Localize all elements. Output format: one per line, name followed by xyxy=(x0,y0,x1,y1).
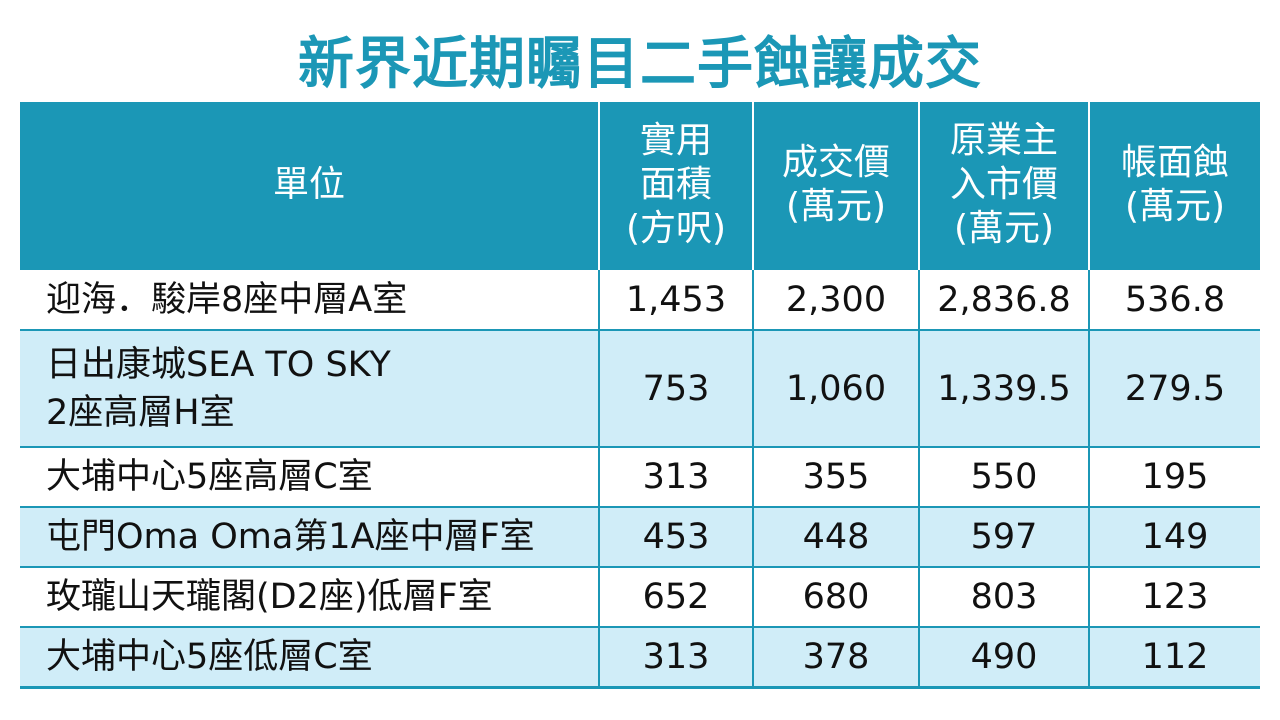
original-price-cell: 1,339.5 xyxy=(918,329,1089,447)
loss-cell: 195 xyxy=(1088,446,1260,507)
original-price-cell: 597 xyxy=(918,506,1089,567)
header-original-line-3: (萬元) xyxy=(953,208,1055,249)
price-cell: 448 xyxy=(752,506,919,567)
header-unit-line-1: 單位 xyxy=(272,164,345,205)
original-price-cell: 2,836.8 xyxy=(918,268,1089,330)
area-cell: 313 xyxy=(598,626,753,689)
header-loss: 帳面蝕 (萬元) xyxy=(1088,102,1260,269)
unit-line: 玫瓏山天瓏閣(D2座)低層F室 xyxy=(46,577,493,617)
loss-cell: 112 xyxy=(1088,626,1260,689)
price-cell: 1,060 xyxy=(752,329,919,447)
unit-line: 2座高層H室 xyxy=(46,392,235,433)
unit-line: 大埔中心5座低層C室 xyxy=(46,637,373,677)
unit-cell: 日出康城SEA TO SKY 2座高層H室 xyxy=(20,329,599,447)
header-price-line-2: (萬元) xyxy=(785,186,887,227)
original-price-cell: 803 xyxy=(918,566,1089,627)
loss-cell: 149 xyxy=(1088,506,1260,567)
table-row: 玫瓏山天瓏閣(D2座)低層F室 652 680 803 123 xyxy=(20,566,1260,627)
table-row: 大埔中心5座高層C室 313 355 550 195 xyxy=(20,446,1260,507)
transactions-table: 單位 實用 面積 (方呎) 成交價 (萬元) 原業主 入市價 (萬元) 帳面蝕 … xyxy=(20,102,1260,689)
header-area: 實用 面積 (方呎) xyxy=(598,102,753,269)
unit-cell: 玫瓏山天瓏閣(D2座)低層F室 xyxy=(20,566,599,627)
header-unit: 單位 xyxy=(20,102,599,269)
header-original-price: 原業主 入市價 (萬元) xyxy=(918,102,1089,269)
area-cell: 652 xyxy=(598,566,753,627)
area-cell: 453 xyxy=(598,506,753,567)
unit-line: 日出康城SEA TO SKY xyxy=(46,344,391,385)
unit-line: 迎海．駿岸8座中層A室 xyxy=(46,279,408,320)
price-cell: 355 xyxy=(752,446,919,507)
header-original-line-1: 原業主 xyxy=(949,120,1058,161)
area-cell: 1,453 xyxy=(598,268,753,330)
header-area-line-2: 面積 xyxy=(639,164,712,205)
table-body: 迎海．駿岸8座中層A室 1,453 2,300 2,836.8 536.8 日出… xyxy=(20,268,1260,689)
header-area-line-1: 實用 xyxy=(639,120,712,161)
loss-cell: 536.8 xyxy=(1088,268,1260,330)
unit-cell: 迎海．駿岸8座中層A室 xyxy=(20,268,599,330)
loss-cell: 123 xyxy=(1088,566,1260,627)
table-title: 新界近期矚目二手蝕讓成交 xyxy=(298,32,982,97)
area-cell: 753 xyxy=(598,329,753,447)
table-row: 屯門Oma Oma第1A座中層F室 453 448 597 149 xyxy=(20,506,1260,567)
table-row: 迎海．駿岸8座中層A室 1,453 2,300 2,836.8 536.8 xyxy=(20,268,1260,330)
original-price-cell: 550 xyxy=(918,446,1089,507)
header-price: 成交價 (萬元) xyxy=(752,102,919,269)
unit-cell: 大埔中心5座高層C室 xyxy=(20,446,599,507)
table-header: 單位 實用 面積 (方呎) 成交價 (萬元) 原業主 入市價 (萬元) 帳面蝕 … xyxy=(20,102,1260,269)
unit-cell: 大埔中心5座低層C室 xyxy=(20,626,599,689)
price-cell: 378 xyxy=(752,626,919,689)
header-price-line-1: 成交價 xyxy=(781,142,890,183)
unit-line: 屯門Oma Oma第1A座中層F室 xyxy=(46,517,535,557)
price-cell: 680 xyxy=(752,566,919,627)
header-loss-line-2: (萬元) xyxy=(1124,186,1226,227)
area-cell: 313 xyxy=(598,446,753,507)
header-area-line-3: (方呎) xyxy=(625,208,727,249)
table-row: 大埔中心5座低層C室 313 378 490 112 xyxy=(20,626,1260,689)
unit-cell: 屯門Oma Oma第1A座中層F室 xyxy=(20,506,599,567)
loss-cell: 279.5 xyxy=(1088,329,1260,447)
header-row: 單位 實用 面積 (方呎) 成交價 (萬元) 原業主 入市價 (萬元) 帳面蝕 … xyxy=(20,102,1260,269)
original-price-cell: 490 xyxy=(918,626,1089,689)
unit-line: 大埔中心5座高層C室 xyxy=(46,457,373,497)
header-loss-line-1: 帳面蝕 xyxy=(1120,142,1229,183)
price-cell: 2,300 xyxy=(752,268,919,330)
header-original-line-2: 入市價 xyxy=(949,164,1058,205)
table-row: 日出康城SEA TO SKY 2座高層H室 753 1,060 1,339.5 … xyxy=(20,329,1260,447)
